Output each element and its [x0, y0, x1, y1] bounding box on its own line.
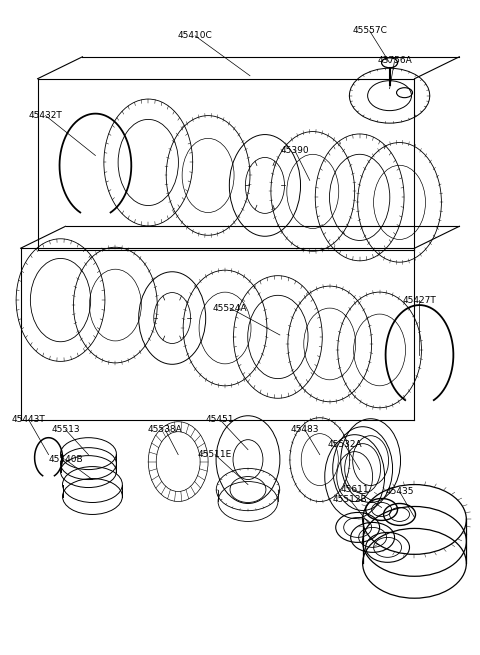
Text: 45540B: 45540B: [48, 455, 83, 464]
Text: 45410C: 45410C: [178, 31, 213, 41]
Text: 45443T: 45443T: [12, 415, 46, 424]
Text: 45611: 45611: [340, 485, 369, 494]
Text: 45435: 45435: [385, 487, 414, 496]
Text: 45513: 45513: [51, 425, 80, 434]
Text: 45511E: 45511E: [198, 450, 232, 459]
Text: 45532A: 45532A: [327, 440, 362, 449]
Text: 45483: 45483: [290, 425, 319, 434]
Text: 45512B: 45512B: [332, 495, 367, 504]
Text: 45432T: 45432T: [29, 111, 62, 120]
Text: 45427T: 45427T: [403, 295, 436, 305]
Text: 45524A: 45524A: [213, 303, 247, 312]
Text: 45390: 45390: [280, 146, 309, 155]
Text: 45451: 45451: [206, 415, 234, 424]
Text: 45557C: 45557C: [352, 26, 387, 35]
Text: 43756A: 43756A: [377, 56, 412, 66]
Text: 45538A: 45538A: [148, 425, 182, 434]
